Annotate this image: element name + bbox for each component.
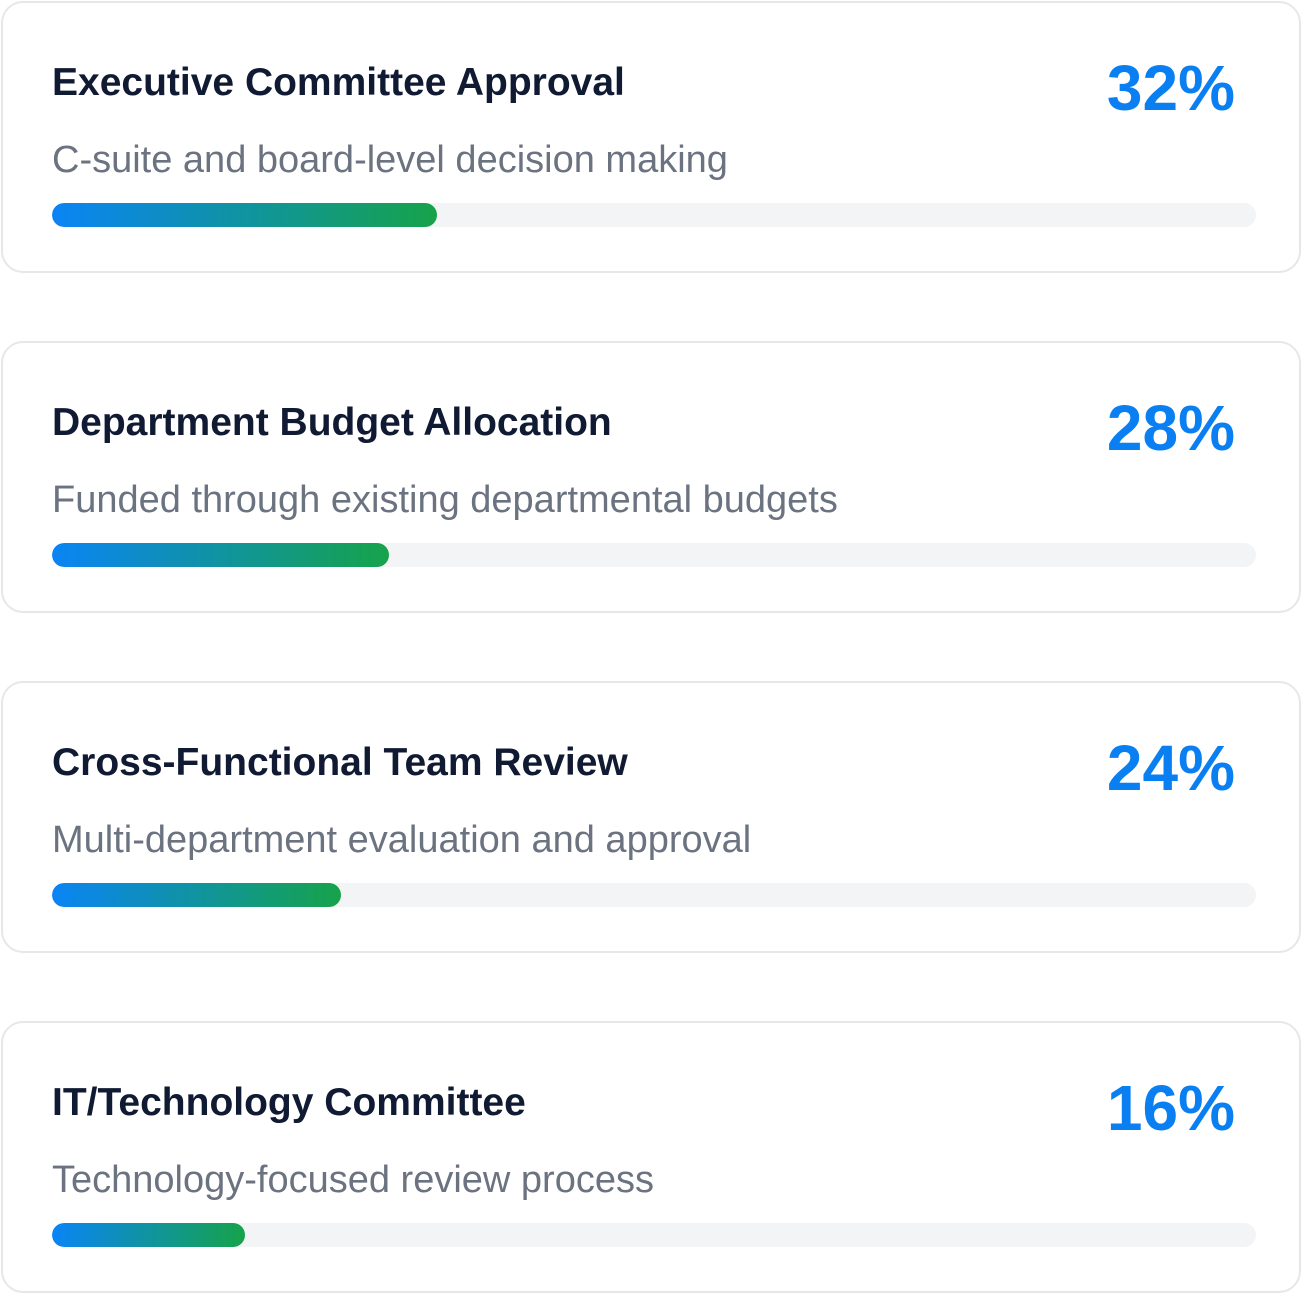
progress-track — [52, 1223, 1256, 1247]
card-subtitle: Technology-focused review process — [52, 1159, 654, 1201]
approval-card-department-budget: Department Budget Allocation 28% Funded … — [1, 341, 1301, 613]
card-subtitle: C-suite and board-level decision making — [52, 139, 728, 181]
card-title: Cross-Functional Team Review — [52, 741, 628, 784]
card-subtitle: Multi-department evaluation and approval — [52, 819, 752, 861]
progress-fill — [52, 543, 390, 567]
card-percent: 24% — [1106, 732, 1235, 804]
progress-fill — [52, 1223, 245, 1247]
card-title: IT/Technology Committee — [52, 1081, 526, 1124]
card-percent: 28% — [1106, 392, 1235, 464]
approval-card-cross-functional: Cross-Functional Team Review 24% Multi-d… — [1, 681, 1301, 953]
progress-track — [52, 883, 1256, 907]
card-title: Department Budget Allocation — [52, 401, 612, 444]
card-subtitle: Funded through existing departmental bud… — [52, 479, 838, 521]
card-title: Executive Committee Approval — [52, 61, 625, 104]
progress-fill — [52, 203, 438, 227]
progress-fill — [52, 883, 341, 907]
card-percent: 16% — [1106, 1072, 1235, 1144]
approval-card-it-technology: IT/Technology Committee 16% Technology-f… — [1, 1021, 1301, 1293]
approval-card-executive-committee: Executive Committee Approval 32% C-suite… — [1, 1, 1301, 273]
progress-track — [52, 543, 1256, 567]
progress-track — [52, 203, 1256, 227]
card-percent: 32% — [1106, 52, 1235, 124]
